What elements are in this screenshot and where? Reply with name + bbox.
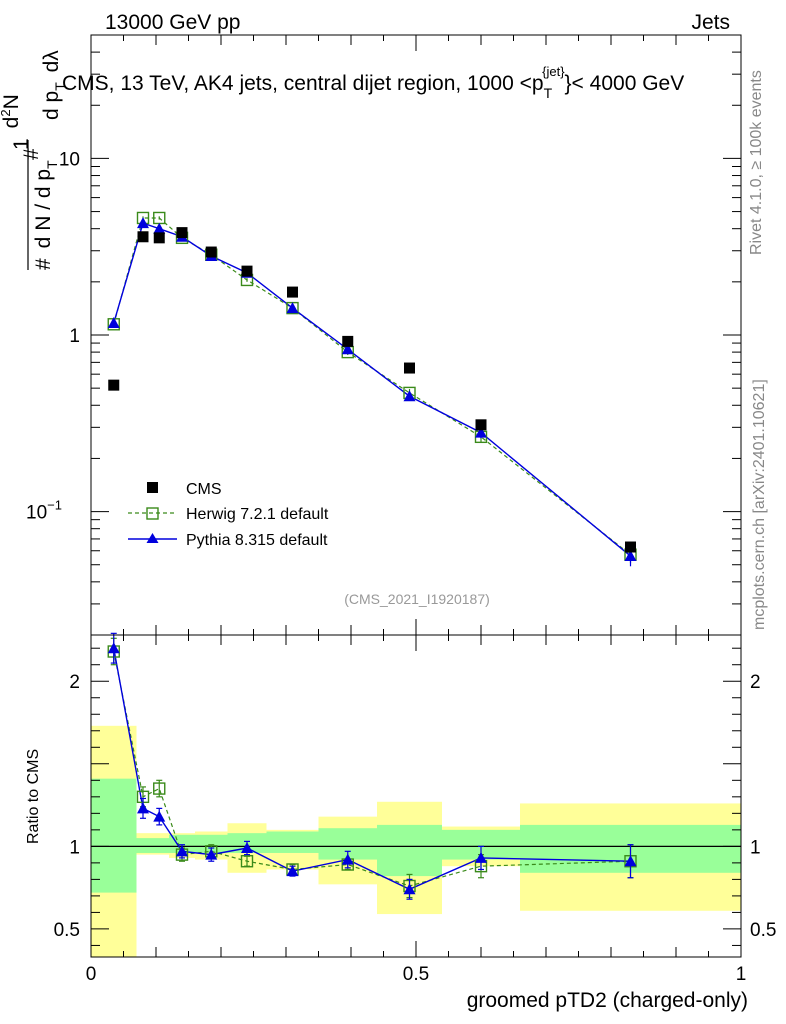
svg-text:#d N / d pT: #d N / d pT	[32, 160, 60, 270]
band-inner-2	[149, 838, 169, 853]
cms-point	[287, 286, 298, 298]
ratio-y-tick-label: 1	[69, 837, 80, 858]
legend-marker-cms	[147, 482, 158, 493]
svg-text:d pT dλ: d pT dλ	[40, 50, 68, 120]
pythia-ratio-point	[241, 842, 253, 854]
ratio-y-tick-label: 0.5	[54, 920, 80, 941]
header-left: 13000 GeV pp	[105, 11, 240, 34]
plot-title-sub: T	[544, 85, 553, 101]
pythia-ratio-point	[624, 855, 637, 867]
band-inner-8	[377, 824, 442, 877]
axis-ticks	[90, 34, 742, 957]
pythia-ratio-point	[176, 845, 188, 857]
pythia-ratio-point	[137, 802, 149, 814]
pythia-ratio-point	[341, 853, 354, 865]
band-inner-0	[91, 778, 137, 893]
cms-point	[176, 227, 188, 239]
pythia-point	[341, 343, 354, 355]
cms-point	[241, 265, 253, 277]
band-inner-6	[266, 831, 319, 853]
ratio-y-label: Ratio to CMS	[25, 749, 42, 844]
analysis-id: (CMS_2021_I1920187)	[344, 591, 490, 607]
rivet-version-label: Rivet 4.1.0, ≥ 100k events	[748, 70, 765, 255]
svg-text:#d2N: #d2N	[0, 94, 43, 160]
pythia-point	[153, 222, 166, 234]
x-axis-label: groomed pTD2 (charged-only)	[467, 989, 748, 1012]
svg-text:1: 1	[10, 138, 33, 150]
main-y-label: #d N / d pT 1 #d2N d pT dλ	[0, 50, 68, 270]
pythia-point	[107, 316, 120, 328]
pythia-ratio-point	[403, 883, 416, 895]
mcplots-label: mcplots.cern.ch [arXiv:2401.10621]	[751, 379, 768, 630]
pythia-ratio-point	[286, 865, 299, 877]
ratio-series-layer	[107, 632, 637, 900]
cms-point	[137, 231, 149, 243]
ratio-y-tick-label-right: 0.5	[750, 920, 776, 941]
x-tick-label: 0	[86, 964, 97, 985]
pythia-point	[475, 426, 487, 438]
legend-label-herwig: Herwig 7.2.1 default	[186, 506, 329, 523]
legend-label-pythia: Pythia 8.315 default	[186, 532, 328, 549]
herwig-ratio-point	[153, 782, 166, 795]
main-series-layer	[107, 211, 637, 567]
pythia-point	[624, 550, 637, 562]
plot-title-end: }< 4000 GeV	[565, 72, 685, 95]
plot-title-main: CMS, 13 TeV, AK4 jets, central dijet reg…	[62, 72, 544, 95]
pythia-point	[286, 302, 299, 314]
band-inner-4	[195, 834, 228, 853]
ratio-y-tick-label-right: 2	[750, 672, 761, 693]
plot-title: CMS, 13 TeV, AK4 jets, central dijet reg…	[62, 64, 684, 101]
ratio-y-tick-label-right: 1	[750, 837, 761, 858]
cms-point	[205, 246, 217, 258]
pythia-point	[137, 217, 149, 229]
x-tick-label: 1	[736, 964, 747, 985]
cms-point	[404, 362, 415, 374]
cms-point	[153, 232, 165, 244]
cms-point	[625, 541, 636, 553]
main-y-tick-label: 10	[59, 149, 80, 170]
main-y-tick-label: 1	[69, 326, 80, 347]
x-tick-label: 0.5	[403, 964, 429, 985]
cms-point	[108, 379, 120, 391]
band-inner-3	[169, 834, 195, 853]
plot-title-sup: {jet}	[542, 64, 565, 79]
legend-marker-pythia	[146, 533, 159, 543]
band-inner-1	[136, 838, 150, 853]
header-right: Jets	[691, 11, 730, 34]
cms-point	[475, 419, 487, 431]
legend-label-cms: CMS	[186, 481, 222, 498]
herwig-ratio-point	[240, 855, 254, 868]
pythia-ratio-point	[205, 848, 218, 860]
ratio-y-tick-label: 2	[69, 672, 80, 693]
pythia-ratio-point	[153, 810, 166, 822]
legend: CMS Herwig 7.2.1 default Pythia 8.315 de…	[128, 481, 329, 549]
legend-marker-herwig	[146, 507, 159, 520]
cms-point	[342, 335, 354, 347]
pythia-ratio-point	[107, 642, 120, 654]
pythia-ratio-point	[475, 851, 487, 863]
pythia-point	[403, 390, 416, 402]
